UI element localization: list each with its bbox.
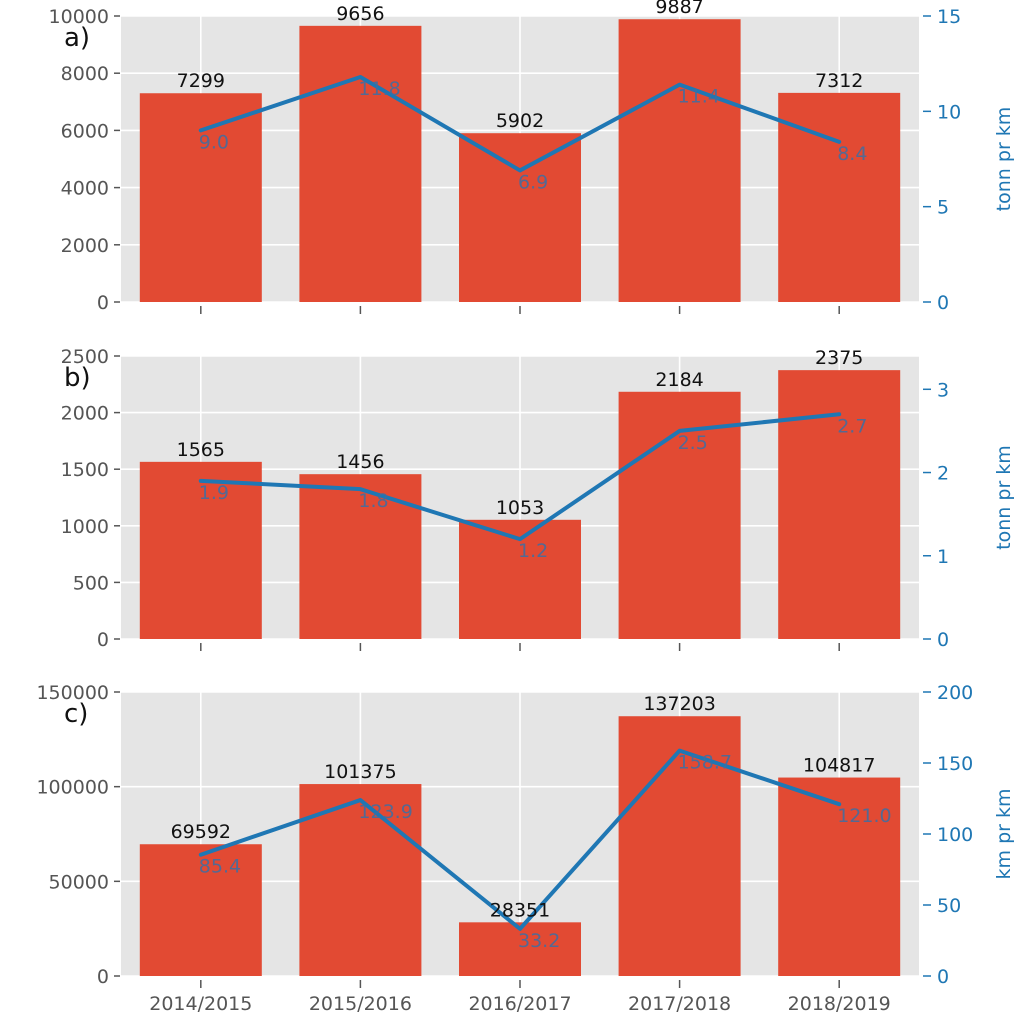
right-tick-label: 3 bbox=[937, 379, 949, 401]
bar-value-label: 7299 bbox=[177, 70, 225, 92]
bar bbox=[778, 370, 901, 639]
bar-value-label: 2184 bbox=[655, 369, 703, 391]
bar bbox=[618, 716, 741, 976]
panel-label: a) bbox=[64, 23, 90, 53]
bar bbox=[618, 391, 741, 639]
right-tick-label: 50 bbox=[937, 895, 961, 917]
bar bbox=[459, 133, 581, 302]
bar bbox=[139, 93, 262, 302]
bar-value-label: 7312 bbox=[815, 70, 863, 92]
x-tick-label: 2018/2019 bbox=[788, 993, 891, 1015]
right-tick-label: 1 bbox=[937, 546, 949, 568]
bar-value-label: 5902 bbox=[496, 110, 544, 132]
left-tick-label: 10000 bbox=[49, 6, 109, 28]
left-tick-label: 0 bbox=[97, 629, 109, 651]
line-value-label: 6.9 bbox=[518, 171, 548, 193]
panel-label: c) bbox=[64, 699, 88, 729]
panel-a: 0 2000 4000 6000 8000 10000 0 5 10 15 tonn pr km 72… bbox=[49, 0, 1015, 314]
bar-value-label: 137203 bbox=[643, 693, 716, 715]
right-tick-label: 15 bbox=[937, 6, 961, 28]
line-value-label: 2.7 bbox=[837, 415, 867, 437]
line-value-label: 11.4 bbox=[678, 86, 720, 108]
right-tick-label: 10 bbox=[937, 101, 961, 123]
left-tick-label: 4000 bbox=[61, 178, 109, 200]
x-tick-label: 2015/2016 bbox=[309, 993, 412, 1015]
bar bbox=[139, 844, 262, 976]
left-tick-label: 100000 bbox=[36, 777, 109, 799]
panel-b: 0 500 1000 1500 2000 2500 0 1 2 3 tonn pr km 1565 14… bbox=[61, 346, 1015, 651]
bar bbox=[618, 19, 741, 302]
left-tick-label: 1000 bbox=[61, 516, 109, 538]
line-value-label: 1.8 bbox=[358, 490, 388, 512]
line-value-label: 9.0 bbox=[199, 131, 229, 153]
line-series bbox=[198, 748, 842, 931]
bar-value-label: 1456 bbox=[336, 451, 384, 473]
panel-label: b) bbox=[64, 363, 91, 393]
bar bbox=[139, 461, 262, 639]
line-value-label: 158.7 bbox=[678, 752, 732, 774]
line-value-label: 8.4 bbox=[837, 143, 867, 165]
bar-value-label: 1565 bbox=[177, 439, 225, 461]
left-tick-label: 500 bbox=[73, 572, 109, 594]
bar-value-label: 101375 bbox=[324, 761, 397, 783]
line-value-label: 2.5 bbox=[678, 432, 708, 454]
right-tick-label: 0 bbox=[937, 629, 949, 651]
right-axis-label: km pr km bbox=[993, 789, 1015, 880]
left-tick-label: 0 bbox=[97, 966, 109, 988]
left-tick-label: 8000 bbox=[61, 63, 109, 85]
bar-value-label: 104817 bbox=[803, 755, 876, 777]
left-tick-label: 2000 bbox=[61, 403, 109, 425]
bar-value-label: 9887 bbox=[655, 0, 703, 18]
line-value-label: 121.0 bbox=[837, 805, 891, 827]
bar-value-label: 28351 bbox=[490, 899, 550, 921]
line-value-label: 123.9 bbox=[358, 801, 412, 823]
x-tick-label: 2016/2017 bbox=[468, 993, 571, 1015]
line-value-label: 1.2 bbox=[518, 540, 548, 562]
bar bbox=[778, 92, 901, 302]
line-value-label: 11.8 bbox=[358, 78, 400, 100]
left-tick-label: 2500 bbox=[61, 346, 109, 368]
x-tick-label: 2014/2015 bbox=[149, 993, 252, 1015]
right-tick-label: 200 bbox=[937, 682, 973, 704]
left-tick-label: 1500 bbox=[61, 459, 109, 481]
panel-c: 0 50000 100000 150000 2014/2015 2015/2016 2016… bbox=[36, 682, 1015, 1015]
right-tick-label: 150 bbox=[937, 753, 973, 775]
line-value-label: 33.2 bbox=[518, 930, 560, 952]
bar-value-label: 69592 bbox=[171, 821, 231, 843]
bar bbox=[299, 25, 422, 302]
bar-value-label: 2375 bbox=[815, 347, 863, 369]
left-tick-label: 150000 bbox=[36, 682, 109, 704]
left-tick-label: 50000 bbox=[49, 871, 109, 893]
left-tick-label: 0 bbox=[97, 292, 109, 314]
left-tick-label: 2000 bbox=[61, 235, 109, 257]
line-value-label: 1.9 bbox=[199, 482, 229, 504]
bar bbox=[778, 777, 901, 976]
right-tick-label: 100 bbox=[937, 824, 973, 846]
right-tick-label: 2 bbox=[937, 463, 949, 485]
right-axis-label: tonn pr km bbox=[993, 445, 1015, 550]
line-value-label: 85.4 bbox=[199, 856, 241, 878]
bar bbox=[459, 922, 581, 976]
line-series bbox=[198, 412, 842, 542]
right-tick-label: 5 bbox=[937, 197, 949, 219]
left-tick-label: 6000 bbox=[61, 120, 109, 142]
bar-value-label: 9656 bbox=[336, 3, 384, 25]
bar-value-label: 1053 bbox=[496, 497, 544, 519]
x-tick-label: 2017/2018 bbox=[628, 993, 731, 1015]
right-axis-label: tonn pr km bbox=[993, 107, 1015, 212]
right-tick-label: 0 bbox=[937, 966, 949, 988]
right-tick-label: 0 bbox=[937, 292, 949, 314]
line-series bbox=[198, 75, 842, 173]
